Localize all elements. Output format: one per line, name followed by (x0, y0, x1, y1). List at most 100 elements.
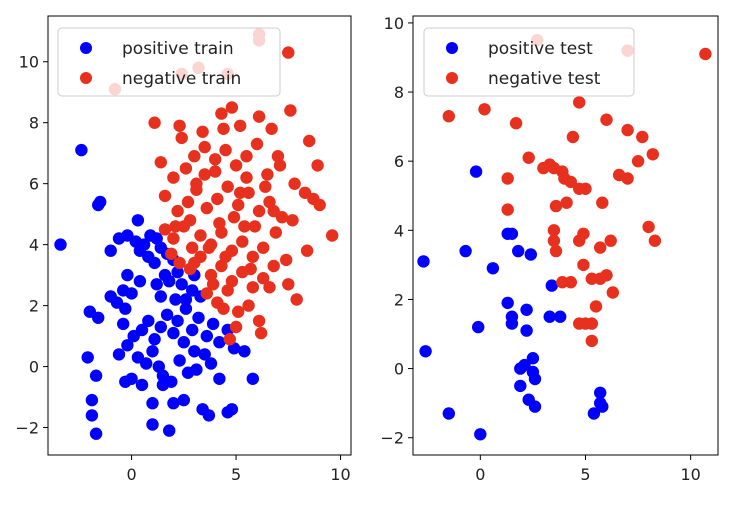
train-legend: positive train negative train (57, 27, 281, 97)
negative-train-point (257, 241, 270, 254)
negative-train-point (236, 235, 249, 248)
positive-train-point (85, 409, 99, 422)
train-y-tick-label: 4 (29, 236, 39, 255)
positive-test-point (501, 296, 514, 310)
positive-test-point (486, 262, 500, 275)
negative-train-point (173, 119, 186, 132)
negative-train-point (227, 211, 241, 224)
negative-train-point (179, 162, 193, 175)
negative-train-point (254, 326, 268, 340)
positive-train-point (133, 275, 147, 288)
positive-train-point (175, 278, 188, 291)
negative-train-point (290, 293, 303, 306)
positive-train-point (169, 293, 182, 306)
negative-test-point (442, 110, 455, 123)
negative-train-point (175, 131, 188, 145)
positive-train-point (238, 345, 251, 358)
positive-test-point (594, 386, 607, 399)
negative-test-point (549, 199, 563, 213)
test-y-tick-label: 0 (394, 360, 404, 379)
train-y-tick-label: 8 (29, 114, 39, 133)
negative-test-point (564, 175, 577, 189)
negative-train-point (211, 192, 224, 206)
negative-train-point (171, 204, 184, 218)
test-legend: positive test negative test (423, 27, 635, 97)
positive-train-point (75, 143, 88, 157)
negative-train-point (200, 201, 213, 215)
negative-test-point (560, 196, 573, 209)
positive-train-point (148, 333, 161, 346)
train-legend-box (57, 27, 281, 97)
negative-train-point (282, 46, 295, 59)
positive-train-point (146, 397, 159, 410)
positive-train-point (221, 406, 234, 419)
positive-train-point (177, 393, 190, 407)
negative-train-point (213, 217, 226, 230)
negative-test-point (549, 244, 563, 258)
negative-train-point (209, 153, 222, 166)
positive-train-point (135, 378, 149, 392)
train-y-tick-label: −2 (15, 419, 39, 438)
positive-train-point (146, 418, 159, 431)
negative-train-point (188, 150, 201, 163)
legend-marker-negative-test (446, 72, 458, 84)
negative-test-point (566, 130, 580, 144)
negative-test-point (604, 234, 617, 247)
negative-train-point (167, 232, 180, 245)
negative-train-point (190, 177, 203, 190)
negative-train-point (234, 119, 247, 132)
positive-train-point (135, 323, 149, 337)
negative-train-point (234, 186, 247, 199)
negative-train-point (181, 195, 195, 209)
negative-test-point (585, 317, 598, 330)
positive-test-point (469, 165, 483, 178)
test-x-tick-label: 10 (680, 465, 700, 484)
negative-train-point (261, 168, 274, 181)
negative-train-point (280, 253, 293, 267)
negative-train-point (300, 244, 314, 257)
negative-train-point (303, 134, 316, 148)
positive-test-point (528, 372, 542, 386)
negative-train-point (169, 220, 182, 233)
legend-label-negative-train: negative train (122, 69, 241, 89)
negative-train-point (267, 259, 280, 273)
positive-train-point (156, 378, 170, 392)
negative-train-point (250, 137, 264, 151)
test-plot-frame (412, 15, 719, 456)
test-y-tick-label: 8 (394, 83, 404, 102)
positive-train-point (119, 375, 132, 388)
negative-train-point (186, 241, 199, 254)
positive-test-point (474, 428, 487, 441)
positive-test-point (520, 324, 533, 337)
negative-train-point (206, 278, 220, 291)
positive-train-point (158, 268, 172, 282)
negative-test-point (564, 276, 577, 289)
negative-test-point (642, 220, 655, 234)
positive-train-point (131, 214, 145, 227)
test-points (417, 34, 712, 441)
positive-test-point (543, 310, 556, 323)
positive-train-point (163, 424, 176, 437)
positive-test-point (512, 244, 525, 258)
positive-train-point (148, 256, 161, 270)
negative-train-point (154, 156, 167, 169)
negative-train-point (209, 165, 222, 178)
train-plot-frame (47, 15, 352, 456)
negative-test-point (600, 113, 613, 126)
positive-test-point (472, 320, 485, 334)
legend-label-positive-test: positive test (488, 39, 593, 59)
positive-train-point (160, 308, 174, 321)
legend-marker-positive-train (80, 42, 92, 54)
negative-test-point (573, 317, 586, 330)
positive-train-point (202, 409, 216, 422)
negative-train-point (198, 140, 211, 154)
negative-test-point (621, 172, 634, 185)
positive-test-point (545, 279, 558, 292)
negative-test-point (596, 196, 609, 209)
negative-train-point (200, 287, 213, 300)
negative-test-point (573, 96, 586, 109)
train-x-tick-label: 0 (126, 465, 136, 484)
positive-train-point (167, 326, 180, 340)
negative-train-point (188, 256, 201, 270)
